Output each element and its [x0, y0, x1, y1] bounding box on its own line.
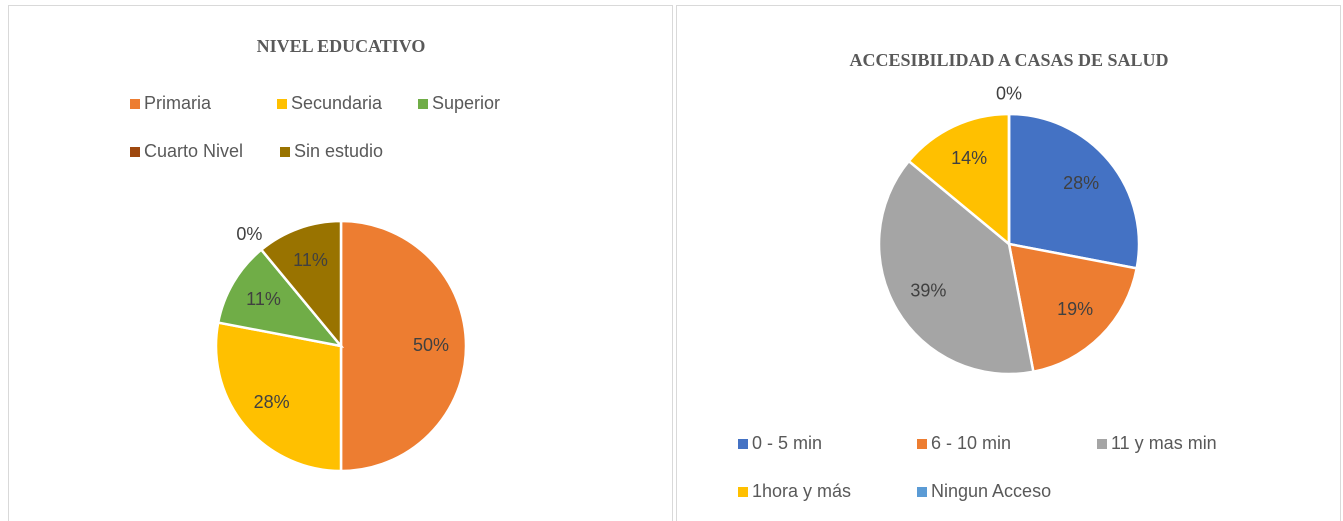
- data-label: 19%: [1057, 299, 1093, 319]
- legend-label: Secundaria: [291, 93, 383, 113]
- legend-swatch: [738, 439, 748, 449]
- legend-label: 1hora y más: [752, 481, 851, 501]
- pie-slice: [907, 112, 1011, 247]
- legend-label: Ningun Acceso: [931, 481, 1051, 501]
- pie-slice: [339, 219, 468, 473]
- data-label: 50%: [413, 335, 449, 355]
- legend-swatch: [130, 147, 140, 157]
- legend-label: Cuarto Nivel: [144, 141, 243, 161]
- data-label: 11%: [246, 289, 281, 309]
- legend-label: 6 - 10 min: [931, 433, 1011, 453]
- legend-label: Primaria: [144, 93, 212, 113]
- legend-swatch: [738, 487, 748, 497]
- legend-label: Sin estudio: [294, 141, 383, 161]
- pie-slice: [259, 219, 343, 350]
- data-label: 28%: [254, 392, 290, 412]
- legend-label: Superior: [432, 93, 500, 113]
- data-label: 28%: [1063, 173, 1099, 193]
- legend-swatch: [1097, 439, 1107, 449]
- pie-slice: [214, 321, 343, 473]
- pie-slice: [877, 159, 1035, 376]
- legend-label: 11 y mas min: [1111, 433, 1217, 453]
- pie-slice: [216, 247, 345, 348]
- legend-swatch: [280, 147, 290, 157]
- panel-border: [676, 5, 1341, 521]
- chart-title: NIVEL EDUCATIVO: [257, 36, 426, 56]
- data-label: 39%: [910, 280, 946, 300]
- data-label: 14%: [951, 148, 987, 168]
- legend-label: 0 - 5 min: [752, 433, 822, 453]
- panel-border: [8, 5, 673, 521]
- legend-swatch: [917, 487, 927, 497]
- pie-slice: [1007, 242, 1139, 374]
- data-label: 0%: [996, 83, 1022, 103]
- legend-swatch: [277, 99, 287, 109]
- data-label: 11%: [293, 250, 328, 270]
- chart-title: ACCESIBILIDAD A CASAS DE SALUD: [849, 50, 1168, 70]
- pie-slice: [1007, 112, 1141, 270]
- legend-swatch: [418, 99, 428, 109]
- data-label: 0%: [236, 224, 262, 244]
- legend-swatch: [917, 439, 927, 449]
- legend-swatch: [130, 99, 140, 109]
